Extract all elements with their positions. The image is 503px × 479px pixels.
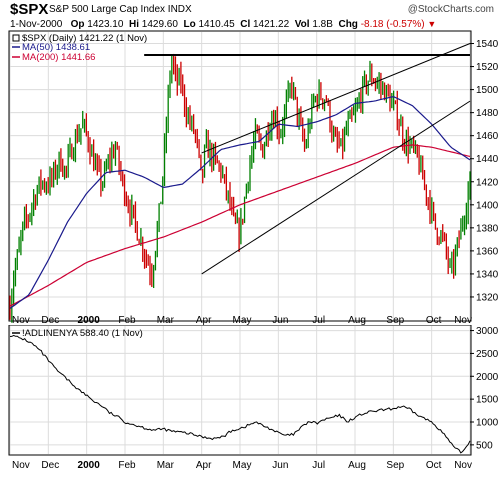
ma50-line — [9, 96, 471, 309]
adline-x-tick-label: Oct — [426, 460, 442, 470]
price-y-tick-label: 1540 — [476, 39, 499, 50]
adline-x-axis: Nov Dec 2000 Feb Mar Apr May Jun Jul Aug Sep Oct Nov — [12, 460, 472, 470]
quote-date: 1-Nov-2000 — [10, 19, 63, 30]
legend-ma50: MA(50) 1438.61 — [22, 42, 90, 53]
price-y-tick-label: 1520 — [476, 62, 499, 73]
price-x-tick-label: Sep — [386, 315, 404, 325]
price-y-tick-label: 1440 — [476, 154, 499, 165]
adline-x-tick-label: Jul — [312, 460, 325, 470]
price-y-tick-label: 1320 — [476, 292, 499, 303]
adline-grid — [9, 326, 471, 454]
adline-chart: 500 1000 1500 2000 2500 3000 !ADLINENYA 588.4… — [8, 325, 499, 470]
legend-swatch-spx — [12, 34, 20, 42]
price-x-tick-label: Jun — [272, 315, 288, 325]
high-label: Hi — [129, 19, 139, 30]
adline-x-tick-label: Feb — [118, 460, 136, 470]
channel-trend-line — [201, 43, 471, 154]
provider-credit: @StockCharts.com — [407, 4, 494, 15]
high-value: 1429.60 — [141, 19, 178, 30]
adline-x-tick-label: Nov — [454, 460, 472, 470]
low-label: Lo — [183, 19, 196, 30]
close-value: 1421.22 — [253, 19, 290, 30]
price-y-tick-label: 1400 — [476, 200, 499, 211]
price-x-tick-label: Apr — [196, 315, 212, 325]
low-value: 1410.45 — [198, 19, 235, 30]
price-x-tick-label: May — [233, 315, 252, 325]
price-grid — [9, 32, 471, 320]
price-y-tick-label: 1500 — [476, 85, 499, 96]
open-label: Op — [70, 19, 85, 30]
legend-spx: $SPX (Daily) 1421.22 (1 Nov) — [22, 33, 147, 44]
price-bars — [9, 53, 471, 323]
vol-value: 1.8B — [312, 19, 333, 30]
symbol-title: $SPX — [10, 1, 49, 18]
chart-header: $SPX S&P 500 Large Cap Index INDX @Stock… — [0, 0, 503, 32]
legend-adline: !ADLINENYA 588.40 (1 Nov) — [22, 328, 143, 339]
adline-x-tick-label: Sep — [386, 460, 404, 470]
price-x-axis: Nov Dec 2000 Feb Mar Apr May Jun Jul Aug Sep Oct Nov — [12, 315, 472, 325]
adline-x-tick-label: Jun — [272, 460, 288, 470]
price-y-tick-label: 1340 — [476, 269, 499, 280]
adline-x-tick-label: Aug — [348, 460, 366, 470]
legend-ma200: MA(200) 1441.66 — [22, 52, 95, 63]
down-triangle-icon: ▼ — [427, 19, 437, 29]
price-y-tick-label: 1460 — [476, 131, 499, 142]
adline-y-axis: 500 1000 1500 2000 2500 3000 — [470, 326, 499, 451]
channel-trend-line — [201, 100, 471, 275]
price-chart: 1320 1340 1360 1380 1400 1420 1440 1460 1480 1500… — [8, 30, 499, 325]
adline-y-tick-label: 500 — [476, 440, 493, 451]
price-x-tick-label: Jul — [312, 315, 325, 325]
adline-y-tick-label: 3000 — [476, 326, 499, 337]
adline-y-tick-label: 1000 — [476, 418, 499, 429]
adline-x-tick-label: May — [233, 460, 252, 470]
price-x-tick-label: Aug — [348, 315, 366, 325]
adline-x-tick-label: Apr — [196, 460, 212, 470]
price-y-tick-label: 1380 — [476, 223, 499, 234]
adline-series — [9, 334, 471, 454]
adline-y-tick-label: 2500 — [476, 349, 499, 360]
price-x-tick-label: Nov — [454, 315, 472, 325]
adline-legend: !ADLINENYA 588.40 (1 Nov) — [12, 328, 143, 339]
price-x-tick-label: Feb — [118, 315, 136, 325]
adline-y-tick-label: 1500 — [476, 395, 499, 406]
open-value: 1423.10 — [87, 19, 124, 30]
trend-annotations — [144, 43, 471, 275]
adline-x-tick-label: Mar — [157, 460, 175, 470]
price-x-tick-label: Oct — [426, 315, 442, 325]
ma200-line — [9, 144, 471, 307]
price-y-tick-label: 1360 — [476, 246, 499, 257]
adline-y-tick-label: 2000 — [476, 372, 499, 383]
price-x-tick-label: Nov — [12, 315, 30, 325]
price-legend: $SPX (Daily) 1421.22 (1 Nov) MA(50) 1438… — [12, 33, 147, 63]
price-x-tick-label: Mar — [157, 315, 175, 325]
close-label: Cl — [240, 19, 251, 30]
price-x-tick-label: 2000 — [78, 315, 101, 325]
adline-x-tick-label: 2000 — [78, 460, 101, 470]
adline-x-tick-label: Nov — [12, 460, 30, 470]
price-y-tick-label: 1480 — [476, 108, 499, 119]
price-x-tick-label: Dec — [41, 315, 59, 325]
quote-line: 1-Nov-2000 Op 1423.10 Hi 1429.60 Lo 1410… — [10, 19, 436, 30]
security-name: S&P 500 Large Cap Index INDX — [49, 4, 192, 15]
chg-label: Chg — [338, 19, 358, 30]
price-y-tick-label: 1420 — [476, 177, 499, 188]
adline-x-tick-label: Dec — [41, 460, 59, 470]
vol-label: Vol — [294, 19, 310, 30]
price-y-axis: 1320 1340 1360 1380 1400 1420 1440 1460 1480 1500… — [470, 39, 499, 303]
chg-value: -8.18 (-0.57%) — [360, 19, 425, 30]
